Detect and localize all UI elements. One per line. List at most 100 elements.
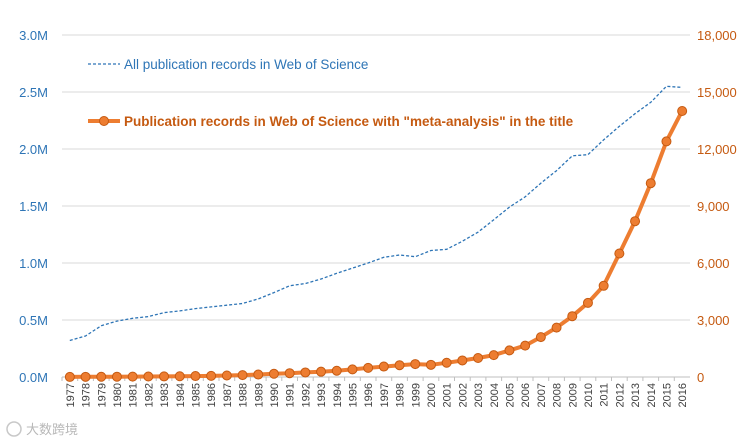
y-right-tick-label: 12,000 bbox=[697, 142, 737, 157]
y-right-tick-label: 6,000 bbox=[697, 256, 730, 271]
x-tick-label: 1992 bbox=[300, 383, 312, 407]
x-tick-label: 1980 bbox=[112, 383, 124, 407]
data-point-meta-analysis bbox=[143, 371, 154, 382]
x-tick-label: 1997 bbox=[379, 383, 391, 407]
x-tick-label: 2003 bbox=[473, 383, 485, 407]
x-tick-label: 1991 bbox=[285, 383, 297, 407]
data-point-meta-analysis bbox=[520, 340, 531, 351]
x-tick-label: 1988 bbox=[238, 383, 250, 407]
watermark: 大数跨境 bbox=[6, 421, 78, 438]
data-point-meta-analysis bbox=[284, 368, 295, 379]
data-point-meta-analysis bbox=[488, 350, 499, 361]
data-point-meta-analysis bbox=[237, 370, 248, 381]
data-point-meta-analysis bbox=[425, 359, 436, 370]
data-point-meta-analysis bbox=[457, 355, 468, 366]
x-tick-label: 1998 bbox=[395, 383, 407, 407]
x-tick-label: 1981 bbox=[128, 383, 140, 407]
x-tick-label: 2001 bbox=[442, 383, 454, 407]
data-point-meta-analysis bbox=[504, 345, 515, 356]
data-point-meta-analysis bbox=[127, 371, 138, 382]
data-point-meta-analysis bbox=[159, 371, 170, 382]
data-point-meta-analysis bbox=[551, 322, 562, 333]
series-line-all-publications bbox=[69, 85, 683, 342]
y-left-tick-label: 0.5M bbox=[19, 313, 48, 328]
x-tick-label: 2002 bbox=[457, 383, 469, 407]
x-tick-label: 1993 bbox=[316, 383, 328, 407]
data-point-meta-analysis bbox=[535, 332, 546, 343]
x-tick-label: 2014 bbox=[646, 383, 658, 407]
data-point-meta-analysis bbox=[614, 248, 625, 259]
data-point-meta-analysis bbox=[582, 297, 593, 308]
y-right-tick-label: 0 bbox=[697, 370, 704, 385]
x-tick-label: 2015 bbox=[661, 383, 673, 407]
x-tick-label: 2016 bbox=[677, 383, 689, 407]
series-line-meta-analysis bbox=[69, 110, 684, 379]
y-left-tick-label: 1.0M bbox=[19, 256, 48, 271]
data-point-meta-analysis bbox=[441, 357, 452, 368]
data-point-meta-analysis bbox=[253, 369, 264, 380]
data-point-meta-analysis bbox=[394, 360, 405, 371]
y-right-tick-label: 15,000 bbox=[697, 85, 737, 100]
x-tick-label: 1996 bbox=[363, 383, 375, 407]
data-point-meta-analysis bbox=[96, 371, 107, 382]
x-tick-label: 2010 bbox=[583, 383, 595, 407]
data-point-meta-analysis bbox=[473, 353, 484, 363]
x-tick-label: 1985 bbox=[190, 383, 202, 407]
series-meta-analysis bbox=[64, 106, 688, 382]
x-axis: 1977 1978 1979 1980 1981 1982 1983 1984 1985 1986… bbox=[61, 377, 689, 407]
x-tick-label: 1986 bbox=[206, 383, 218, 407]
data-point-meta-analysis bbox=[190, 371, 201, 382]
x-tick-label: 2008 bbox=[552, 383, 564, 407]
y-left-tick-label: 1.5M bbox=[19, 199, 48, 214]
data-point-meta-analysis bbox=[677, 106, 688, 116]
y-right-tick-label: 18,000 bbox=[697, 28, 737, 43]
data-point-meta-analysis bbox=[174, 371, 185, 382]
x-tick-label: 1987 bbox=[222, 383, 234, 407]
x-tick-label: 2006 bbox=[520, 383, 532, 407]
x-tick-label: 2013 bbox=[630, 383, 642, 407]
x-tick-label: 1984 bbox=[175, 383, 187, 407]
x-tick-label: 1990 bbox=[269, 383, 281, 407]
y-right-tick-label: 3,000 bbox=[697, 313, 730, 328]
x-tick-label: 1978 bbox=[81, 383, 93, 407]
data-point-meta-analysis bbox=[206, 370, 217, 381]
x-tick-label: 2012 bbox=[614, 383, 626, 407]
x-tick-label: 2011 bbox=[599, 383, 611, 407]
data-point-meta-analysis bbox=[347, 364, 358, 375]
data-point-meta-analysis bbox=[300, 367, 311, 378]
y-axis-right: 0 3,000 6,000 9,000 12,000 15,000 18,000 bbox=[697, 28, 737, 385]
x-tick-label: 1994 bbox=[332, 383, 344, 407]
data-point-meta-analysis bbox=[64, 371, 75, 382]
x-tick-label: 2000 bbox=[426, 383, 438, 407]
y-axis-left: 0.0M 0.5M 1.0M 1.5M 2.0M 2.5M 3.0M bbox=[19, 28, 48, 385]
data-point-meta-analysis bbox=[661, 136, 672, 147]
data-point-meta-analysis bbox=[378, 361, 389, 372]
legend-label-all-publications: All publication records in Web of Scienc… bbox=[124, 57, 368, 72]
y-left-tick-label: 2.0M bbox=[19, 142, 48, 157]
x-tick-label: 1977 bbox=[65, 383, 77, 407]
x-tick-label: 1983 bbox=[159, 383, 171, 407]
data-point-meta-analysis bbox=[111, 371, 122, 382]
data-point-meta-analysis bbox=[410, 359, 421, 370]
data-point-meta-analysis bbox=[331, 365, 342, 376]
y-left-tick-label: 0.0M bbox=[19, 370, 48, 385]
x-tick-label: 1995 bbox=[347, 383, 359, 407]
x-tick-label: 1999 bbox=[410, 383, 422, 407]
x-tick-label: 1989 bbox=[253, 383, 265, 407]
data-point-meta-analysis bbox=[80, 371, 91, 382]
x-tick-label: 1979 bbox=[96, 383, 108, 407]
data-point-meta-analysis bbox=[316, 366, 327, 377]
x-tick-label: 2005 bbox=[504, 383, 516, 407]
x-tick-label: 1982 bbox=[143, 383, 155, 407]
y-left-tick-label: 3.0M bbox=[19, 28, 48, 43]
data-point-meta-analysis bbox=[630, 216, 641, 227]
watermark-logo bbox=[6, 421, 22, 437]
data-point-meta-analysis bbox=[268, 368, 279, 379]
watermark-text: 大数跨境 bbox=[26, 423, 78, 438]
legend-label-meta-analysis: Publication records in Web of Science wi… bbox=[124, 114, 574, 129]
x-tick-label: 2004 bbox=[489, 383, 501, 407]
y-left-tick-label: 2.5M bbox=[19, 85, 48, 100]
data-point-meta-analysis bbox=[645, 178, 656, 189]
x-tick-label: 2009 bbox=[567, 383, 579, 407]
